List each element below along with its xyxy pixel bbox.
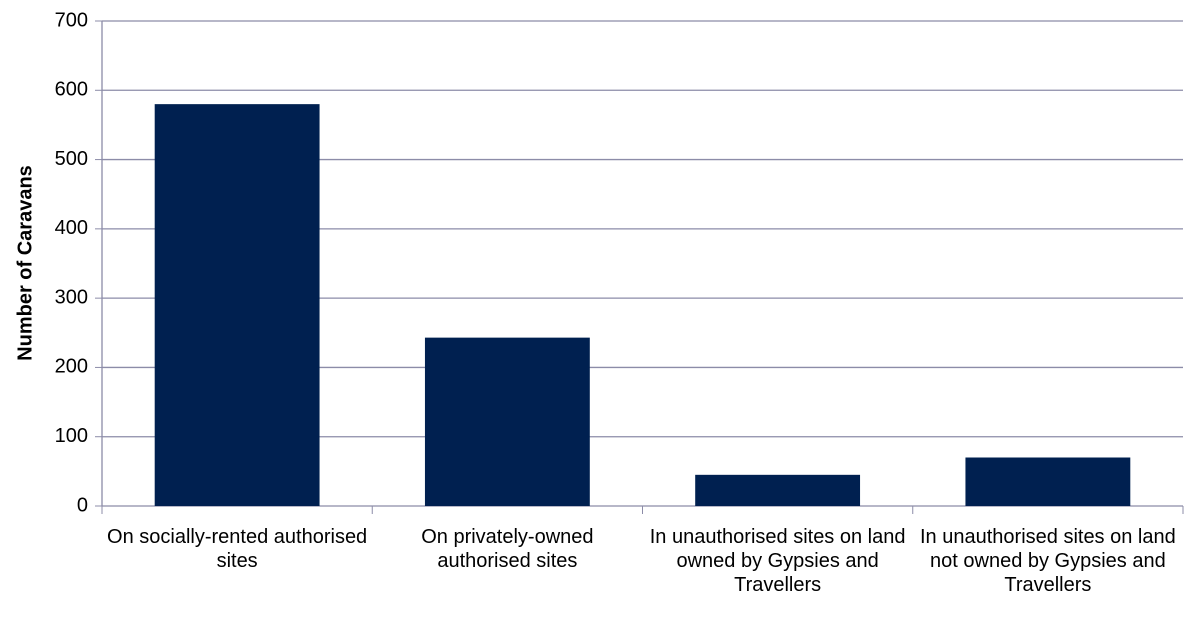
bar xyxy=(695,474,861,506)
bar xyxy=(424,337,590,506)
y-tick-label: 400 xyxy=(55,217,88,239)
y-tick-label: 300 xyxy=(55,286,88,308)
y-tick-label: 0 xyxy=(77,494,88,516)
x-tick-label: On socially-rented authorised sites xyxy=(107,526,368,572)
y-axis-label: Number of Caravans xyxy=(14,165,36,361)
y-tick-label: 500 xyxy=(55,148,88,170)
bar xyxy=(154,104,320,507)
bar xyxy=(965,457,1131,506)
y-tick-label: 200 xyxy=(55,356,88,378)
x-tick-label: In unauthorised sites on land not owned … xyxy=(920,526,1176,596)
x-tick-label: On privately-owned authorised sites xyxy=(421,526,594,572)
y-tick-label: 600 xyxy=(55,79,88,101)
y-tick-label: 700 xyxy=(55,9,88,31)
x-tick-label: In unauthorised sites on land owned by G… xyxy=(649,526,906,596)
y-tick-label: 100 xyxy=(55,425,88,447)
